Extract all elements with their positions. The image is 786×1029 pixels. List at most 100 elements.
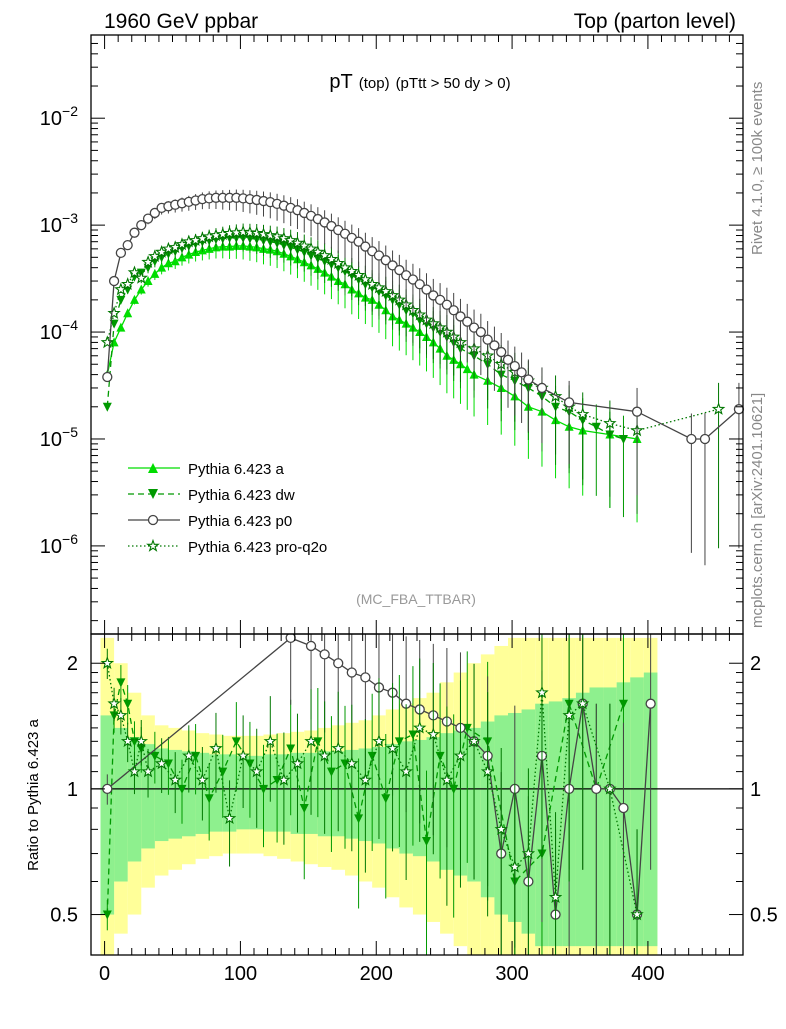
title-sub: (top): [359, 75, 390, 92]
main-panel-layer: [100, 189, 745, 566]
data-point-p0: [421, 284, 432, 295]
data-point-p0: [462, 316, 473, 327]
data-point-p0: [108, 275, 120, 287]
data-point-p0: [142, 213, 154, 224]
ytick-base: 10: [40, 108, 62, 130]
ratio-point-p0: [618, 802, 629, 814]
ratio-point-dw: [116, 678, 126, 688]
data-point-q2o: [338, 260, 352, 274]
main-ytick-label: 10−3: [40, 210, 78, 237]
data-point-a: [136, 284, 146, 294]
main-ytick-label: 10−5: [40, 424, 78, 451]
ratio-point-q2o: [603, 781, 617, 795]
data-point-q2o: [290, 235, 305, 249]
uncertainty-band-inner: [100, 715, 115, 915]
data-point-p0: [122, 239, 133, 251]
legend-marker-p0: [147, 514, 159, 526]
data-point-p0: [373, 250, 385, 261]
data-point-p0: [482, 334, 493, 345]
ratio-point-p0: [645, 698, 656, 709]
ytick-base: 10: [40, 215, 62, 237]
ratio-ytick-label-left: 1: [67, 779, 78, 801]
data-point-a: [170, 256, 180, 266]
data-point-q2o: [603, 416, 617, 430]
data-point-a: [143, 276, 153, 286]
data-point-p0: [631, 406, 643, 417]
data-point-p0: [686, 433, 697, 445]
data-point-a: [129, 294, 139, 304]
ytick-exponent: −4: [62, 317, 78, 333]
ratio-point-q2o: [107, 696, 121, 710]
ratio-point-q2o: [236, 748, 250, 762]
ratio-ytick-label-right: 1: [750, 779, 761, 801]
ratio-point-dw: [123, 699, 133, 709]
ytick-base: 10: [40, 429, 62, 451]
ratio-point-dw: [204, 794, 214, 804]
ratio-point-q2o: [249, 764, 264, 778]
ratio-point-q2o: [440, 772, 454, 786]
data-point-q2o: [283, 233, 298, 247]
data-point-q2o: [365, 277, 379, 291]
ytick-exponent: −3: [62, 210, 78, 226]
data-point-q2o: [263, 228, 277, 242]
data-point-p0: [353, 236, 364, 247]
ratio-point-dw: [381, 794, 391, 804]
legend-label-p0: Pythia 6.423 p0: [188, 513, 292, 530]
data-point-p0: [523, 374, 534, 385]
ratio-point-dw: [367, 751, 377, 761]
data-point-p0: [496, 346, 507, 358]
ratio-ytick-label-right: 0.5: [750, 905, 778, 927]
ratio-point-q2o: [331, 741, 345, 755]
ytick-base: 10: [40, 536, 62, 558]
data-point-a: [177, 252, 187, 262]
data-point-q2o: [324, 252, 339, 265]
ytick-base: 10: [40, 322, 62, 344]
ratio-point-q2o: [263, 734, 278, 748]
ratio-ylabel: Ratio to Pythia 6.423 a: [25, 718, 42, 870]
ratio-point-q2o: [168, 772, 182, 786]
ratio-point-dw: [299, 803, 309, 813]
data-point-q2o: [711, 402, 726, 415]
series-line-dw: [106, 237, 624, 440]
header-left: 1960 GeV ppbar: [104, 10, 258, 33]
legend-label-dw: Pythia 6.423 dw: [188, 487, 295, 504]
legend-entry-dw: Pythia 6.423 dw: [128, 487, 295, 504]
data-point-a: [157, 262, 167, 272]
ratio-point-p0: [305, 640, 317, 652]
ratio-point-dw: [394, 737, 404, 747]
ratio-point-q2o: [134, 734, 149, 748]
legend-marker-a: [148, 463, 158, 473]
xtick-label: 100: [224, 963, 257, 985]
ratio-point-dw: [177, 784, 187, 794]
ratio-point-q2o: [453, 748, 468, 762]
ratio-point-q2o: [345, 756, 359, 770]
ratio-point-q2o: [521, 846, 536, 860]
data-point-q2o: [249, 226, 264, 239]
ratio-point-p0: [285, 634, 296, 644]
xtick-label: 400: [631, 963, 664, 985]
series-ratio-q2o: [100, 634, 644, 955]
ratio-point-p0: [591, 783, 602, 795]
main-ytick-label: 10−6: [40, 531, 78, 558]
ratio-point-q2o: [182, 748, 196, 762]
ratio-point-dw: [618, 699, 628, 709]
ratio-point-q2o: [399, 764, 413, 778]
legend-entry-a: Pythia 6.423 a: [128, 461, 285, 478]
main-plot-title: pT (top) (pTtt > 50 dy > 0): [329, 71, 510, 93]
ratio-point-q2o: [535, 685, 549, 699]
xtick-label: 300: [495, 963, 528, 985]
title-cut: (pTtt > 50 dy > 0): [396, 75, 511, 92]
data-point-p0: [489, 340, 500, 351]
data-point-q2o: [127, 265, 142, 279]
ratio-point-q2o: [127, 764, 142, 778]
ratio-point-q2o: [114, 708, 128, 722]
ratio-line-dw: [106, 679, 625, 915]
mcplots-reference-label: mcplots.cern.ch [arXiv:2401.10621]: [749, 393, 766, 628]
data-point-q2o: [311, 245, 325, 258]
data-point-a: [462, 364, 472, 374]
data-point-p0: [699, 433, 711, 445]
ytick-exponent: −2: [62, 103, 78, 119]
data-point-q2o: [575, 407, 590, 421]
